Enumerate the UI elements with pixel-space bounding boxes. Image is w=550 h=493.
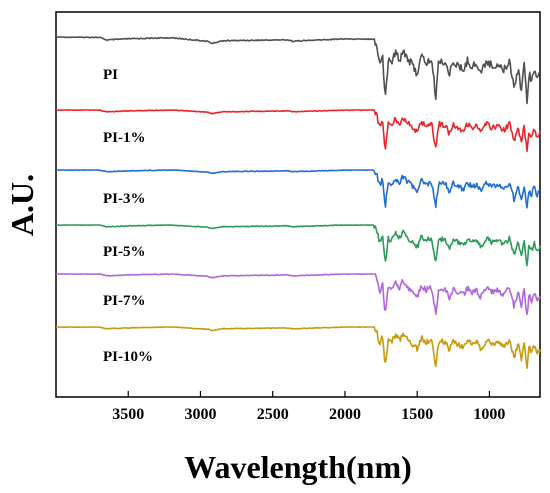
series-label-2: PI-3% — [103, 191, 146, 207]
x-tick-label: 3000 — [184, 406, 216, 423]
series-line-2 — [56, 169, 541, 209]
series-line-5 — [56, 326, 541, 370]
y-axis-title: A.U. — [4, 174, 40, 236]
series-label-0: PI — [103, 67, 118, 83]
x-axis-title: Wavelength(nm) — [184, 449, 412, 485]
series-label-4: PI-7% — [103, 293, 146, 309]
x-tick-label: 1500 — [401, 406, 433, 423]
series-line-0 — [55, 36, 541, 105]
x-axis-ticks: 3500 3000 2500 2000 1500 1000 — [112, 391, 505, 423]
series-line-3 — [56, 224, 541, 267]
series-label-5: PI-10% — [103, 349, 153, 365]
x-tick-label: 2000 — [329, 406, 361, 423]
x-tick-label: 1000 — [473, 406, 505, 423]
series-label-3: PI-5% — [103, 244, 146, 260]
plot-frame — [55, 11, 541, 398]
series-labels: PI PI-1% PI-3% PI-5% PI-7% PI-10% — [103, 67, 153, 365]
series-line-1 — [55, 109, 541, 153]
series-line-4 — [55, 273, 541, 316]
x-tick-label: 3500 — [112, 406, 144, 423]
series-label-1: PI-1% — [103, 130, 146, 146]
spectra-group — [55, 36, 541, 370]
x-tick-label: 2500 — [257, 406, 289, 423]
